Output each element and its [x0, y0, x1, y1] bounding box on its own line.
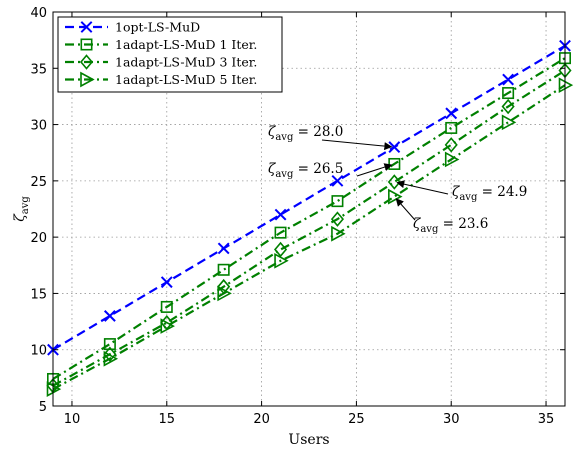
series-line	[52, 84, 566, 391]
legend: 1opt-LS-MuD 1adapt-LS-MuD 1 Iter. 1adapt-L…	[57, 16, 283, 93]
data-point	[217, 242, 230, 255]
legend-item: 1opt-LS-MuD	[65, 20, 200, 35]
x-tick-label: 30	[443, 412, 460, 427]
data-point	[387, 174, 401, 190]
x-tick-label: 10	[64, 412, 81, 427]
legend-item: 1adapt-LS-MuD 5 Iter.	[65, 71, 257, 88]
data-point	[103, 350, 119, 367]
legend-marker	[80, 71, 95, 88]
y-tick-label: 35	[30, 62, 47, 77]
y-tick-label: 25	[30, 175, 47, 190]
annotation: ζavg = 28.0	[268, 124, 393, 151]
legend-box	[57, 16, 283, 93]
legend-label: 1adapt-LS-MuD 5 Iter.	[115, 72, 257, 87]
annotation-label: ζavg = 23.6	[413, 216, 488, 235]
data-point	[274, 226, 287, 239]
series-line	[52, 57, 566, 380]
data-point	[331, 225, 346, 242]
data-point	[103, 346, 117, 362]
series-line	[52, 69, 566, 387]
series-line	[52, 44, 566, 351]
data-point	[103, 338, 116, 351]
legend-item: 1adapt-LS-MuD 3 Iter.	[65, 54, 257, 70]
data-point	[274, 208, 287, 221]
annotation-arrow	[356, 163, 393, 177]
x-axis-label: Users	[288, 432, 329, 448]
series-layer	[46, 39, 574, 397]
data-point	[103, 310, 116, 322]
legend-label: 1adapt-LS-MuD 3 Iter.	[115, 55, 257, 70]
data-point	[160, 276, 173, 289]
annotation-label: ζavg = 28.0	[268, 124, 343, 143]
data-point	[388, 188, 403, 205]
legend-marker	[80, 38, 93, 51]
series-2	[46, 52, 571, 385]
annotation-label: ζavg = 26.5	[268, 161, 343, 180]
data-point	[501, 114, 517, 131]
y-tick-label: 30	[30, 119, 47, 134]
data-point	[444, 151, 460, 168]
x-tick-label: 25	[348, 412, 365, 427]
annotation-arrow	[395, 198, 416, 221]
data-point	[330, 211, 344, 227]
annotation: ζavg = 24.9	[396, 180, 527, 203]
data-point	[502, 73, 515, 86]
series-1	[47, 39, 571, 356]
y-tick-label: 15	[30, 287, 47, 302]
y-tick-label: 40	[30, 6, 47, 21]
plot-frame	[52, 11, 566, 407]
legend-label: 1opt-LS-MuD	[115, 20, 200, 35]
annotation-arrow	[321, 139, 393, 151]
annotation: ζavg = 26.5	[268, 161, 393, 180]
y-tick-label: 10	[30, 344, 47, 359]
annotation-arrow	[396, 180, 449, 195]
data-point	[160, 318, 175, 334]
x-tick-label: 15	[159, 412, 176, 427]
x-tick-label: 35	[538, 412, 555, 427]
data-point	[274, 252, 289, 269]
data-point	[444, 137, 458, 153]
data-point	[445, 107, 458, 120]
y-tick-label: 20	[30, 231, 47, 246]
annotation: ζavg = 23.6	[395, 198, 488, 235]
data-point	[331, 195, 344, 208]
data-point	[274, 241, 288, 258]
legend-item: 1adapt-LS-MuD 1 Iter.	[65, 37, 257, 52]
y-axis-label: ζavg	[12, 196, 31, 222]
data-point	[217, 285, 232, 302]
legend-marker	[79, 54, 94, 70]
data-point	[445, 121, 458, 134]
series-4	[46, 77, 574, 397]
y-axis-label-text: ζavg	[12, 196, 31, 222]
data-point	[160, 300, 173, 313]
legend-label: 1adapt-LS-MuD 1 Iter.	[115, 37, 257, 52]
series-3	[46, 62, 572, 394]
legend-marker	[80, 21, 93, 33]
y-tick-label: 5	[39, 400, 47, 415]
annotations: ζavg = 28.0 ζavg = 26.5 ζavg = 24.9 ζavg = …	[268, 124, 527, 235]
data-point	[331, 174, 344, 187]
annotation-label: ζavg = 24.9	[452, 184, 527, 203]
data-point	[388, 141, 401, 153]
data-point	[217, 263, 230, 276]
data-point	[501, 98, 515, 115]
data-point	[502, 87, 515, 100]
x-tick-label: 20	[253, 412, 270, 427]
tick-labels: 10 15 20 25 30 35 5 10 15 20 25 30 35 40	[30, 6, 565, 427]
